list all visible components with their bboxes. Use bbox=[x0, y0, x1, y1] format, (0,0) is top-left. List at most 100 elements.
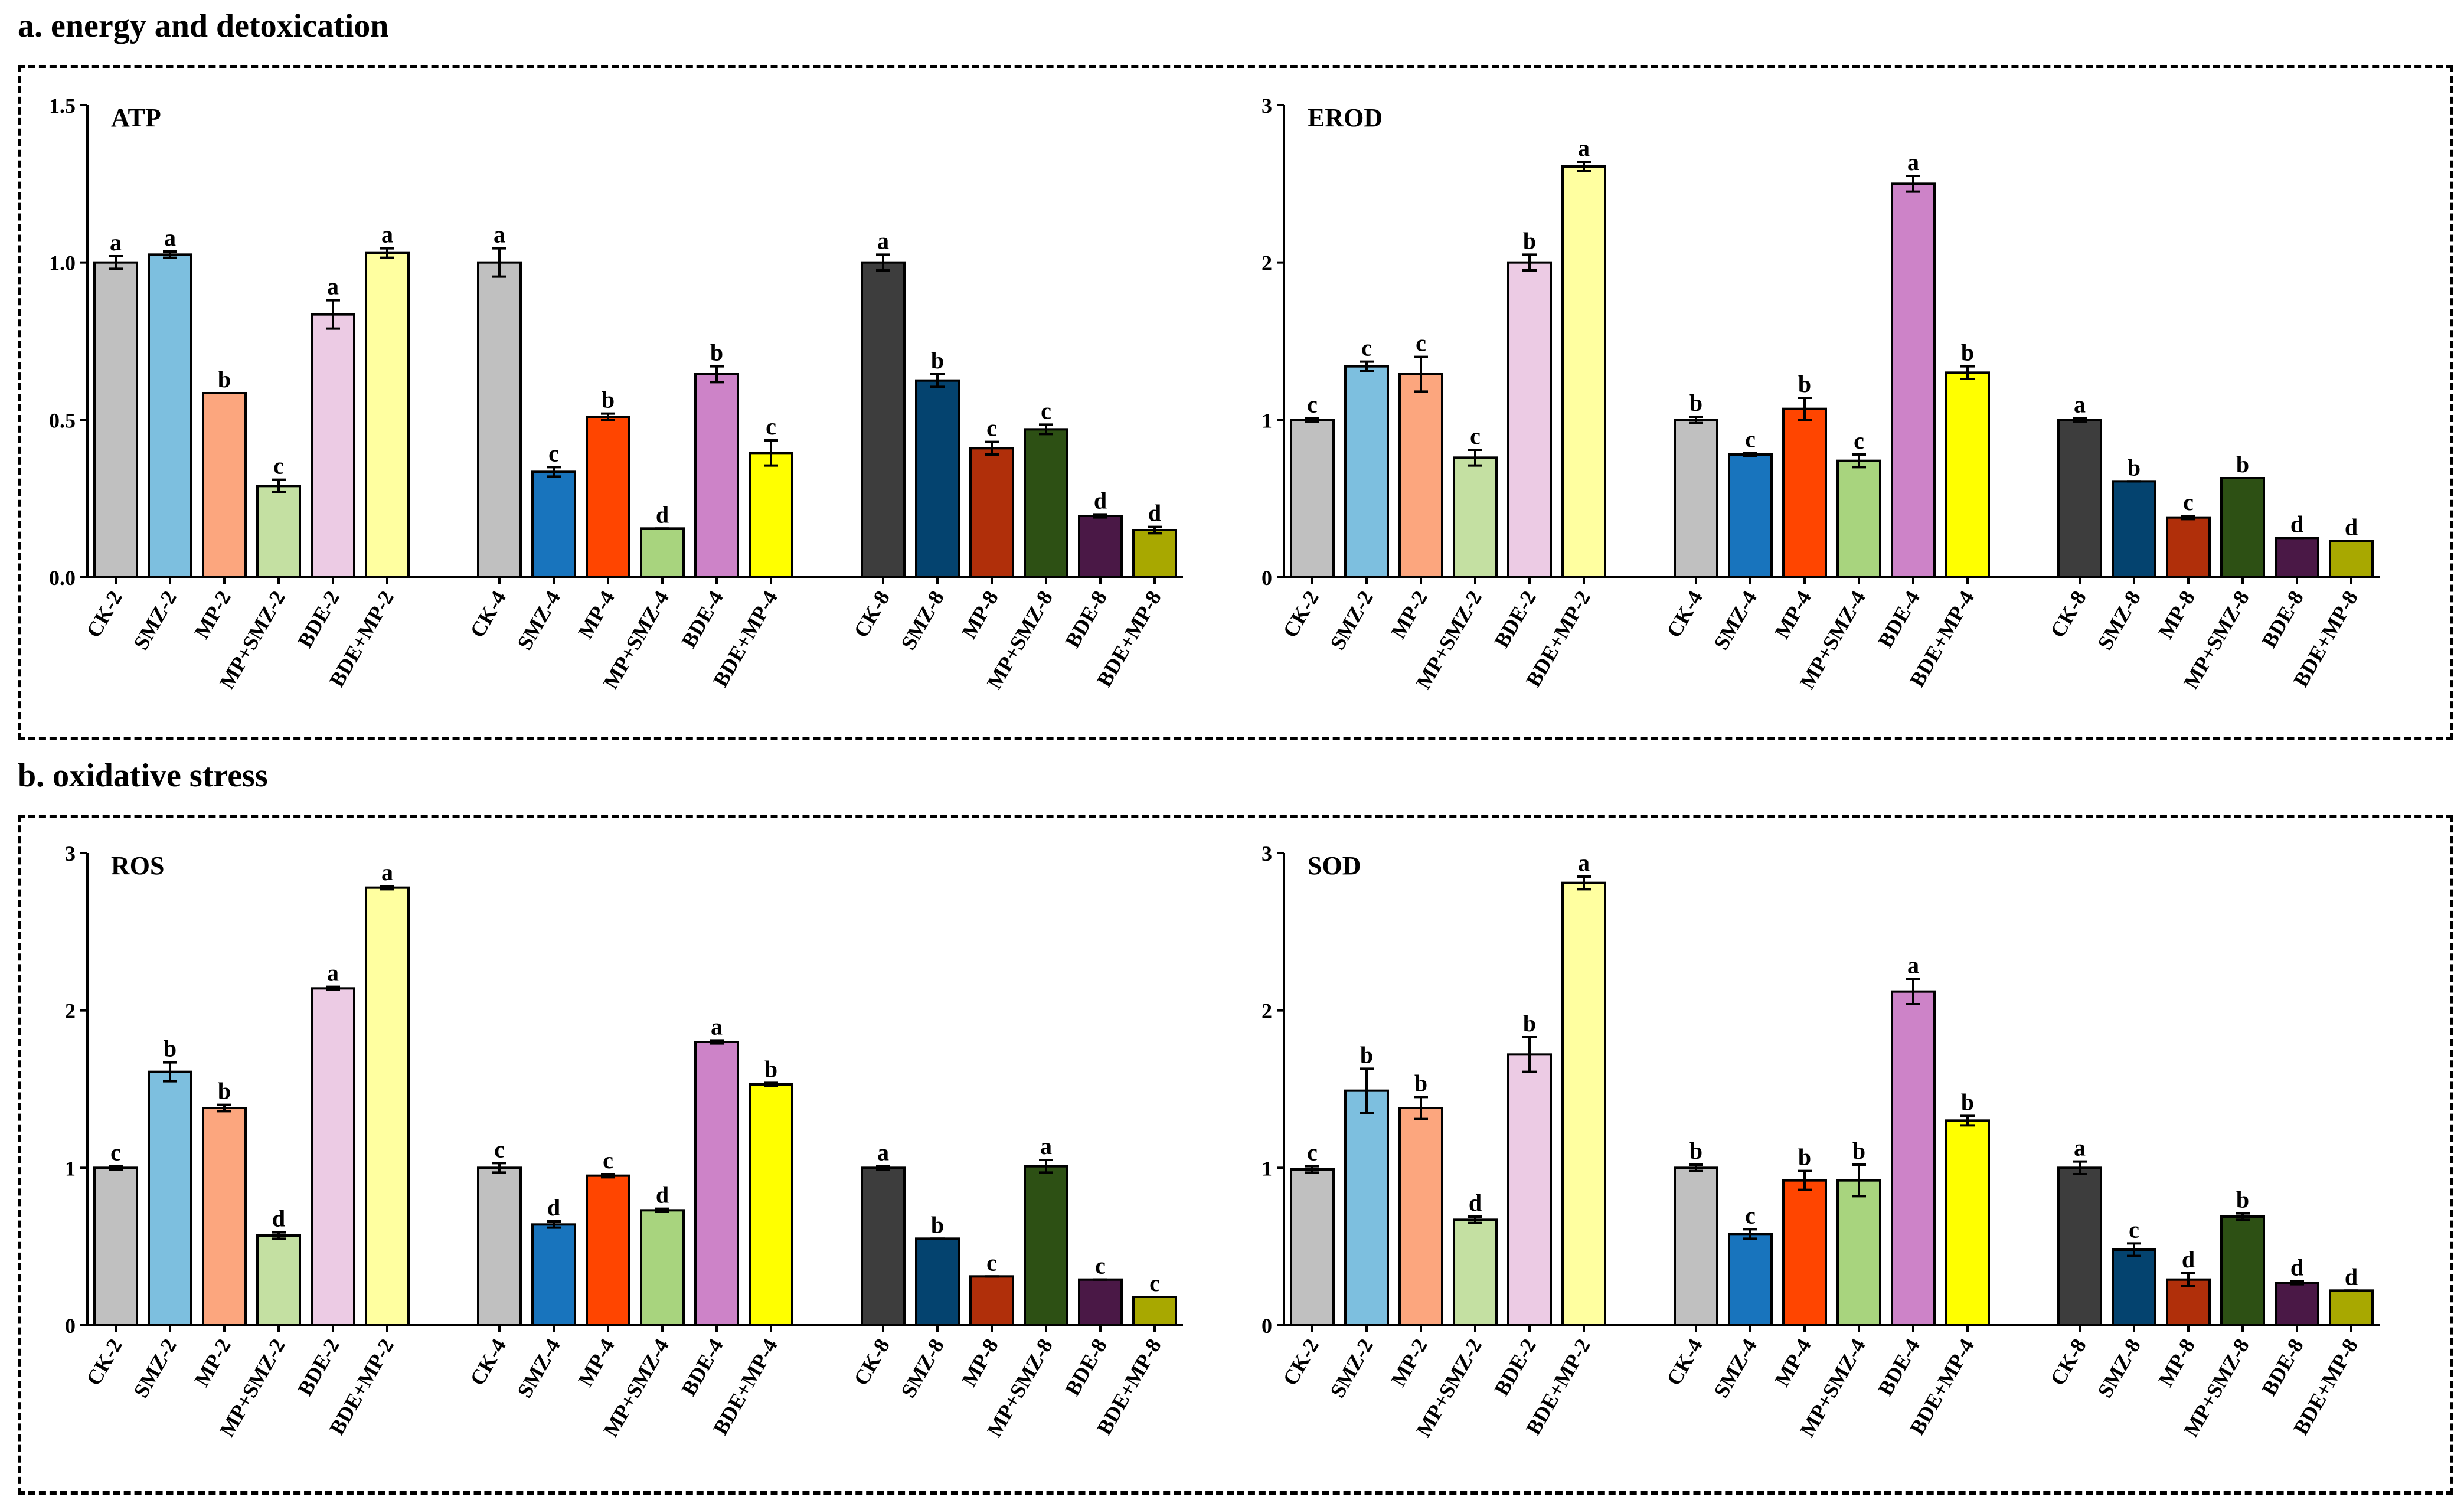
atp-bar bbox=[1024, 428, 1068, 578]
ros-bar bbox=[531, 1223, 576, 1326]
atp-bar bbox=[586, 416, 630, 578]
ros-significance-label: d bbox=[272, 1205, 285, 1232]
atp-significance-label: a bbox=[164, 224, 176, 251]
erod-bar bbox=[1891, 182, 1936, 579]
atp-significance-label: b bbox=[218, 366, 231, 393]
sod-bar bbox=[2220, 1215, 2265, 1326]
sod-significance-label: a bbox=[2074, 1135, 2086, 1161]
atp-significance-label: c bbox=[766, 413, 776, 440]
ros-significance-label: c bbox=[1095, 1253, 1106, 1279]
sod-x-tick-label: BDE-8 bbox=[2257, 1335, 2308, 1400]
sod-significance-label: b bbox=[1961, 1089, 1974, 1115]
sod-x-tick-label: MP-8 bbox=[2153, 1335, 2200, 1390]
ros-bar bbox=[915, 1237, 960, 1326]
ros-significance-label: a bbox=[711, 1013, 723, 1040]
sod-significance-label: b bbox=[1689, 1138, 1702, 1164]
erod-significance-label: b bbox=[1523, 227, 1536, 254]
atp-bar bbox=[915, 379, 960, 579]
erod-significance-label: b bbox=[1689, 390, 1702, 416]
sod-bar bbox=[1561, 881, 1606, 1326]
atp-y-tick-label: 1.0 bbox=[49, 251, 76, 275]
section-frame-b bbox=[18, 815, 2453, 1495]
erod-significance-label: d bbox=[2345, 514, 2358, 541]
sod-x-tick-label: MP-2 bbox=[1386, 1335, 1432, 1390]
sod-y-tick-label: 0 bbox=[1262, 1314, 1272, 1338]
sod-x-tick-label: SMZ-8 bbox=[2093, 1335, 2145, 1402]
erod-significance-label: a bbox=[1907, 149, 1919, 175]
atp-significance-label: d bbox=[656, 501, 669, 528]
ros-significance-label: b bbox=[931, 1211, 944, 1238]
sod-x-tick-label: SMZ-4 bbox=[1709, 1335, 1762, 1402]
sod-bar bbox=[2112, 1248, 2156, 1326]
ros-bar bbox=[477, 1166, 522, 1327]
sod-y-tick-label: 2 bbox=[1262, 999, 1272, 1023]
erod-significance-label: c bbox=[1361, 335, 1372, 361]
ros-significance-label: c bbox=[110, 1139, 121, 1166]
ros-y-tick-label: 1 bbox=[65, 1156, 76, 1180]
sod-significance-label: b bbox=[2236, 1187, 2249, 1213]
erod-significance-label: b bbox=[2128, 454, 2141, 481]
ros-significance-label: c bbox=[603, 1147, 613, 1174]
sod-significance-label: b bbox=[1414, 1070, 1427, 1096]
erod-significance-label: d bbox=[2290, 511, 2303, 537]
sod-bar bbox=[1945, 1119, 1990, 1327]
sod-significance-label: d bbox=[2290, 1254, 2303, 1280]
atp-significance-label: c bbox=[986, 415, 997, 442]
atp-significance-label: b bbox=[602, 387, 615, 413]
sod-x-tick-label: CK-8 bbox=[2045, 1335, 2091, 1390]
atp-bar bbox=[256, 485, 301, 578]
atp-significance-label: d bbox=[1148, 500, 1161, 527]
sod-significance-label: d bbox=[2182, 1246, 2195, 1273]
sod-significance-label: c bbox=[2129, 1216, 2139, 1243]
sod-significance-label: c bbox=[1745, 1202, 1756, 1228]
ros-bar bbox=[640, 1209, 685, 1326]
erod-bar bbox=[1945, 371, 1990, 578]
erod-significance-label: a bbox=[1578, 135, 1590, 161]
sod-bar bbox=[2275, 1282, 2319, 1326]
atp-bar bbox=[311, 313, 355, 579]
atp-significance-label: c bbox=[273, 453, 284, 479]
ros-bar bbox=[694, 1041, 739, 1326]
sod-significance-label: b bbox=[1798, 1144, 1811, 1171]
ros-significance-label: d bbox=[656, 1182, 669, 1208]
atp-bar bbox=[1078, 515, 1123, 578]
ros-significance-label: c bbox=[1149, 1270, 1160, 1296]
erod-significance-label: c bbox=[1307, 391, 1318, 418]
sod-bar bbox=[1782, 1179, 1827, 1326]
sod-x-tick-label: BDE-2 bbox=[1489, 1335, 1541, 1400]
erod-y-tick-label: 2 bbox=[1262, 251, 1272, 275]
atp-significance-label: a bbox=[381, 221, 393, 248]
ros-significance-label: b bbox=[764, 1055, 777, 1082]
ros-bar bbox=[148, 1070, 192, 1326]
atp-y-tick-label: 0.0 bbox=[49, 566, 76, 590]
sod-significance-label: b bbox=[1360, 1041, 1373, 1068]
sod-bar bbox=[1453, 1218, 1498, 1326]
erod-significance-label: a bbox=[2074, 391, 2086, 418]
sod-significance-label: a bbox=[1578, 849, 1590, 876]
sod-y-tick-label: 3 bbox=[1262, 842, 1272, 865]
sod-bar bbox=[1344, 1089, 1389, 1326]
erod-significance-label: b bbox=[2236, 451, 2249, 478]
ros-y-tick-label: 2 bbox=[65, 999, 76, 1023]
erod-bar bbox=[2112, 480, 2156, 578]
ros-bar bbox=[93, 1166, 138, 1327]
sod-significance-label: d bbox=[2345, 1263, 2358, 1290]
erod-significance-label: c bbox=[2183, 489, 2194, 515]
sod-significance-label: c bbox=[1307, 1139, 1318, 1166]
sod-significance-label: b bbox=[1523, 1010, 1536, 1037]
erod-significance-label: b bbox=[1798, 371, 1811, 397]
erod-significance-label: c bbox=[1745, 426, 1756, 452]
ros-bar bbox=[586, 1174, 630, 1326]
ros-significance-label: a bbox=[381, 859, 393, 885]
atp-significance-label: a bbox=[110, 229, 122, 256]
erod-bar bbox=[1453, 456, 1498, 578]
sod-y-tick-label: 1 bbox=[1262, 1156, 1272, 1180]
ros-bar bbox=[1024, 1165, 1068, 1326]
sod-bar bbox=[1891, 990, 1936, 1326]
sod-bar bbox=[1674, 1166, 1718, 1327]
ros-bar bbox=[969, 1275, 1014, 1326]
sod-chart-title: SOD bbox=[1308, 851, 1361, 880]
sod-x-tick-label: CK-2 bbox=[1278, 1335, 1323, 1390]
